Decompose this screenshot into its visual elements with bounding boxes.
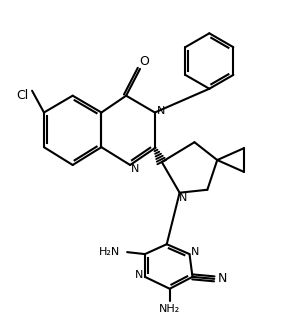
Text: N: N: [191, 247, 200, 257]
Text: O: O: [139, 54, 149, 68]
Text: N: N: [179, 193, 187, 203]
Text: Cl: Cl: [16, 89, 28, 102]
Text: N: N: [217, 272, 227, 285]
Text: H₂N: H₂N: [99, 247, 120, 257]
Text: N: N: [135, 270, 143, 280]
Text: N: N: [157, 106, 165, 115]
Text: NH₂: NH₂: [159, 303, 180, 314]
Text: N: N: [131, 164, 139, 174]
